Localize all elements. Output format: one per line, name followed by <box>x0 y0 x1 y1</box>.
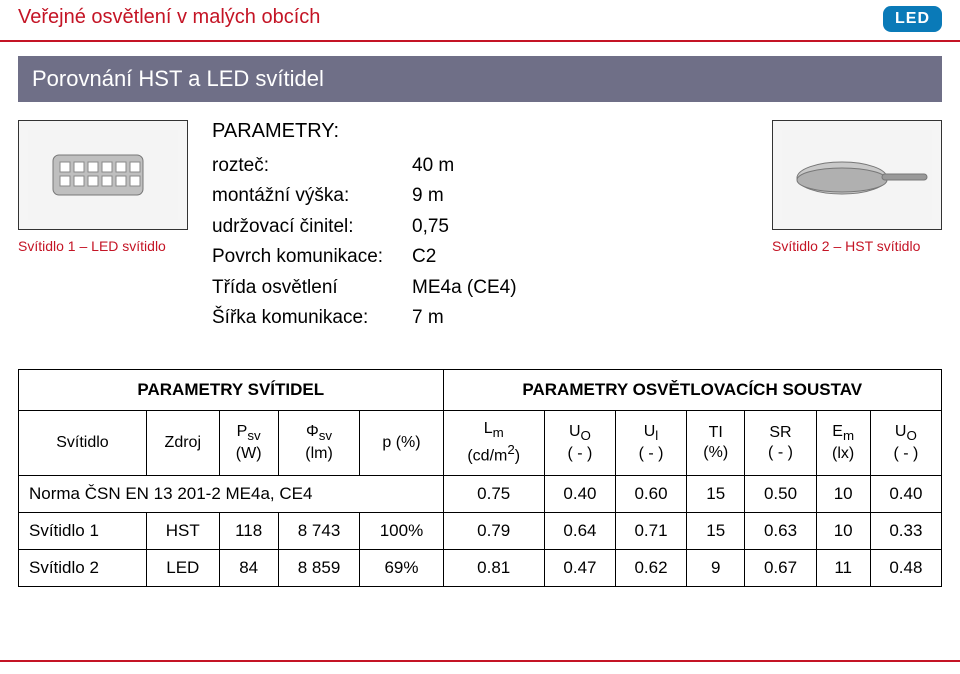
led-lamp-icon <box>28 130 178 220</box>
param-label: udržovací činitel: <box>212 212 412 242</box>
table-group-header: PARAMETRY SVÍTIDEL PARAMETRY OSVĚTLOVACÍ… <box>19 370 942 411</box>
param-value: ME4a (CE4) <box>412 273 517 303</box>
lamp-2-box: Svítidlo 2 – HST svítidlo <box>772 120 942 254</box>
row-name: Svítidlo 1 <box>19 512 147 549</box>
parameters-list: PARAMETRY: rozteč:40 m montážní výška:9 … <box>212 120 748 333</box>
row-pp: 100% <box>360 512 443 549</box>
norma-val: 10 <box>816 475 870 512</box>
param-value: 0,75 <box>412 212 449 242</box>
norma-val: 0.40 <box>544 475 615 512</box>
param-label: Třída osvětlení <box>212 273 412 303</box>
row-val: 10 <box>816 512 870 549</box>
table-column-header: Svítidlo Zdroj Psv(W) Φsv(lm) p (%) Lm(c… <box>19 411 942 475</box>
lamp-1-box: Svítidlo 1 – LED svítidlo <box>18 120 188 254</box>
row-val: 0.64 <box>544 512 615 549</box>
comparison-table: PARAMETRY SVÍTIDEL PARAMETRY OSVĚTLOVACÍ… <box>18 369 942 586</box>
col-psv: Psv(W) <box>219 411 278 475</box>
footer-rule <box>0 660 960 662</box>
col-em: Em(lx) <box>816 411 870 475</box>
col-ul: Ul( - ) <box>615 411 686 475</box>
norma-val: 0.40 <box>870 475 941 512</box>
row-val: 0.71 <box>615 512 686 549</box>
norma-val: 0.50 <box>745 475 816 512</box>
row-val: 9 <box>687 549 745 586</box>
norma-val: 15 <box>687 475 745 512</box>
col-p: p (%) <box>360 411 443 475</box>
col-uo1: UO( - ) <box>544 411 615 475</box>
norma-val: 0.60 <box>615 475 686 512</box>
row-val: 15 <box>687 512 745 549</box>
row-val: 0.47 <box>544 549 615 586</box>
row-val: 0.81 <box>443 549 544 586</box>
row-source: HST <box>146 512 219 549</box>
col-phisv: Φsv(lm) <box>278 411 360 475</box>
param-label: Šířka komunikace: <box>212 303 412 333</box>
param-label: Povrch komunikace: <box>212 242 412 272</box>
col-ti: TI(%) <box>687 411 745 475</box>
parameters-heading: PARAMETRY: <box>212 120 748 143</box>
row-val: 0.48 <box>870 549 941 586</box>
page-title: Veřejné osvětlení v malých obcích <box>0 0 960 29</box>
lamp-2-caption: Svítidlo 2 – HST svítidlo <box>772 238 942 254</box>
row-val: 0.67 <box>745 549 816 586</box>
param-label: rozteč: <box>212 151 412 181</box>
table: PARAMETRY SVÍTIDEL PARAMETRY OSVĚTLOVACÍ… <box>18 369 942 586</box>
lamp-2-image <box>772 120 942 230</box>
norma-label: Norma ČSN EN 13 201-2 ME4a, CE4 <box>19 475 444 512</box>
lamp-1-image <box>18 120 188 230</box>
param-row: montážní výška:9 m <box>212 181 748 211</box>
param-value: 9 m <box>412 181 444 211</box>
header: Veřejné osvětlení v malých obcích LED <box>0 0 960 36</box>
param-value: 7 m <box>412 303 444 333</box>
table-row-norma: Norma ČSN EN 13 201-2 ME4a, CE4 0.75 0.4… <box>19 475 942 512</box>
param-label: montážní výška: <box>212 181 412 211</box>
row-val: 0.33 <box>870 512 941 549</box>
lamp-1-caption: Svítidlo 1 – LED svítidlo <box>18 238 188 254</box>
col-sr: SR( - ) <box>745 411 816 475</box>
param-row: Šířka komunikace:7 m <box>212 303 748 333</box>
row-pp: 69% <box>360 549 443 586</box>
parameters-panel: Svítidlo 1 – LED svítidlo PARAMETRY: roz… <box>0 102 960 351</box>
table-row: Svítidlo 1 HST 118 8 743 100% 0.79 0.64 … <box>19 512 942 549</box>
row-val: 0.62 <box>615 549 686 586</box>
col-uo2: UO( - ) <box>870 411 941 475</box>
param-row: rozteč:40 m <box>212 151 748 181</box>
row-source: LED <box>146 549 219 586</box>
row-val: 11 <box>816 549 870 586</box>
col-zdroj: Zdroj <box>146 411 219 475</box>
table-row: Svítidlo 2 LED 84 8 859 69% 0.81 0.47 0.… <box>19 549 942 586</box>
group-left: PARAMETRY SVÍTIDEL <box>19 370 444 411</box>
row-val: 0.63 <box>745 512 816 549</box>
group-right: PARAMETRY OSVĚTLOVACÍCH SOUSTAV <box>443 370 941 411</box>
row-phi: 8 859 <box>278 549 360 586</box>
row-psv: 84 <box>219 549 278 586</box>
col-lm: Lm(cd/m2) <box>443 411 544 475</box>
param-row: Povrch komunikace:C2 <box>212 242 748 272</box>
row-val: 0.79 <box>443 512 544 549</box>
hst-lamp-icon <box>782 130 932 220</box>
row-phi: 8 743 <box>278 512 360 549</box>
row-psv: 118 <box>219 512 278 549</box>
led-logo-badge: LED <box>883 6 942 32</box>
section-title: Porovnání HST a LED svítidel <box>18 56 942 102</box>
col-svitidlo: Svítidlo <box>19 411 147 475</box>
row-name: Svítidlo 2 <box>19 549 147 586</box>
param-row: udržovací činitel:0,75 <box>212 212 748 242</box>
title-underline <box>0 40 960 42</box>
param-value: C2 <box>412 242 436 272</box>
norma-val: 0.75 <box>443 475 544 512</box>
param-value: 40 m <box>412 151 454 181</box>
param-row: Třída osvětleníME4a (CE4) <box>212 273 748 303</box>
